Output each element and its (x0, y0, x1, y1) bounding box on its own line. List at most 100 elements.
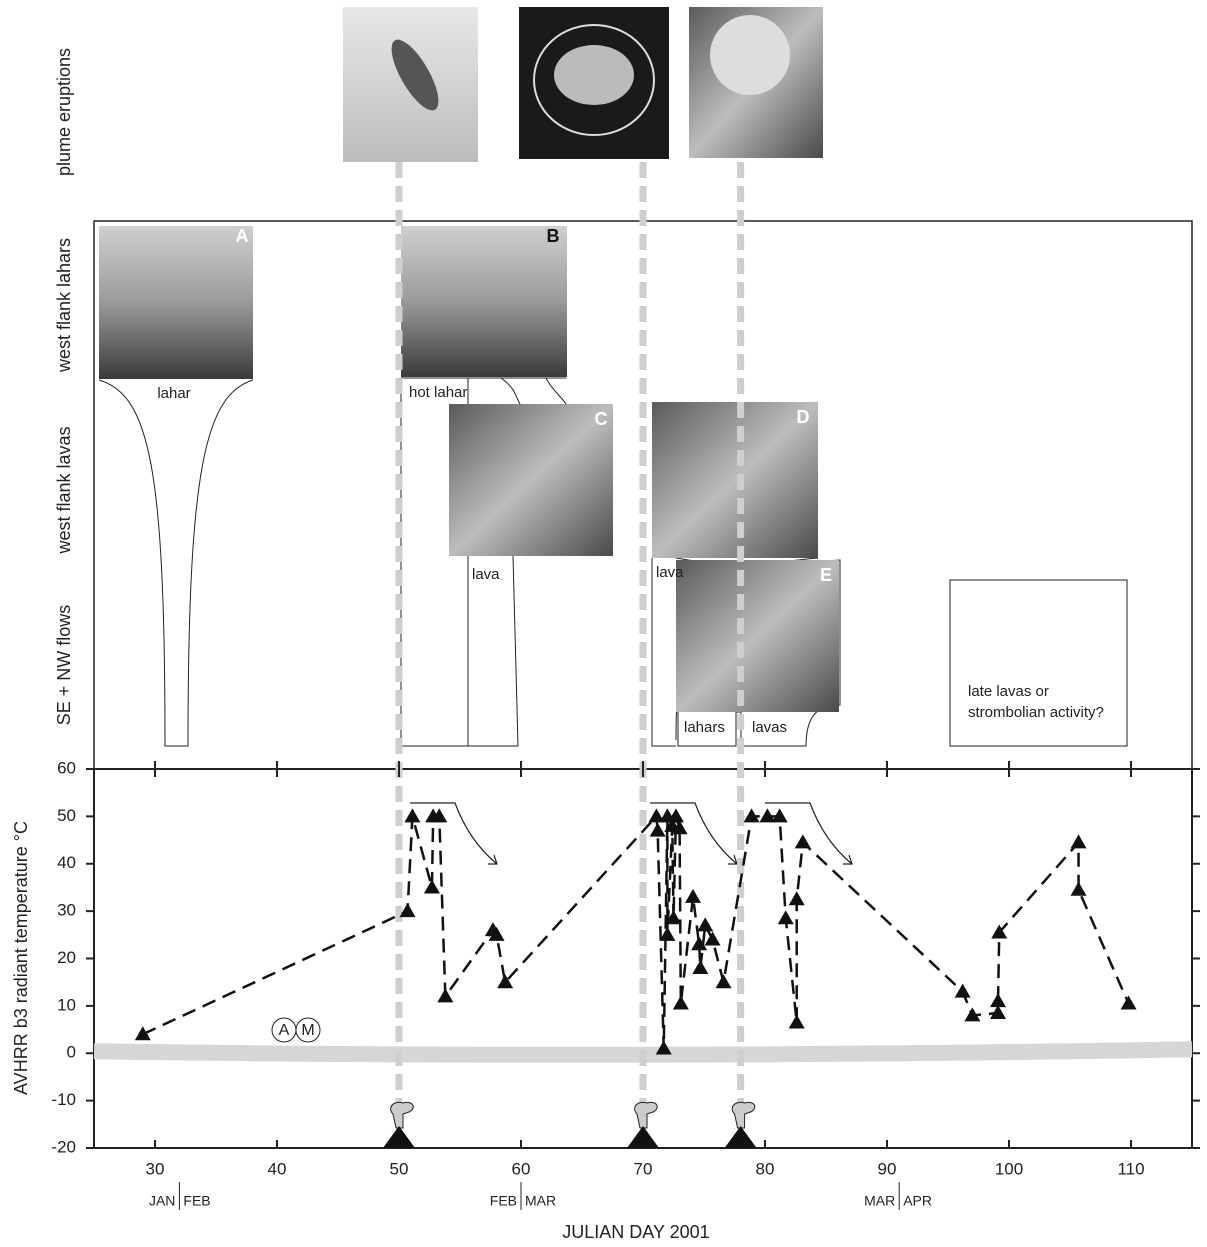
data-point (488, 926, 505, 941)
x-tick-label: 100 (995, 1159, 1023, 1178)
data-point (648, 808, 665, 823)
x-tick-label: 50 (390, 1159, 409, 1178)
data-point (437, 988, 454, 1003)
eruption-plume (390, 1101, 414, 1129)
plume-shape (710, 15, 790, 95)
month-label: JAN (149, 1193, 175, 1209)
y-tick-label: 10 (57, 995, 76, 1014)
x-tick-label: 70 (634, 1159, 653, 1178)
eruption-marker (627, 1126, 659, 1148)
annotation: A (279, 1022, 290, 1039)
y-tick-label: -10 (51, 1090, 76, 1109)
photo (99, 226, 253, 379)
flow-label: lahars (684, 719, 725, 736)
data-point (715, 974, 732, 989)
data-point (704, 931, 721, 946)
plume-shape (391, 39, 439, 111)
x-axis-label: JULIAN DAY 2001 (562, 1222, 709, 1242)
data-point (655, 1040, 672, 1055)
flow-label: lavas (752, 719, 787, 736)
x-tick-label: 60 (512, 1159, 531, 1178)
trend-arrows (410, 802, 853, 865)
lava-shape (467, 555, 519, 747)
data-point (671, 820, 688, 835)
data-point (685, 888, 702, 903)
eruption-marker (724, 1126, 757, 1148)
plume-outline (533, 24, 655, 136)
row-label: plume eruptions (54, 48, 74, 176)
month-label: FEB (490, 1193, 517, 1209)
row-label: west flank lahars (54, 238, 74, 373)
month-label: MAR (864, 1193, 895, 1209)
data-point (692, 959, 709, 974)
eruption-plume (634, 1101, 658, 1129)
data-point (431, 808, 448, 823)
y-tick-label: 50 (57, 806, 76, 825)
row-label: west flank lavas (54, 426, 74, 554)
y-tick-label: 20 (57, 948, 76, 967)
data-point (954, 983, 971, 998)
plume-shape (554, 45, 634, 105)
photo-label: B (547, 226, 560, 246)
data-point (134, 1026, 151, 1041)
eruption-plume (731, 1101, 756, 1129)
flow-label: lava (472, 566, 500, 583)
y-tick-label: -20 (51, 1137, 76, 1156)
x-tick-label: 30 (146, 1159, 165, 1178)
data-point (759, 808, 776, 823)
data-point (788, 891, 805, 906)
data-point (665, 910, 682, 925)
y-tick-label: 40 (57, 853, 76, 872)
flow-label: lava (656, 564, 684, 581)
data-point (423, 879, 440, 894)
photo (449, 404, 613, 556)
data-point (991, 924, 1008, 939)
y-tick-label: 60 (57, 758, 76, 777)
row-label: SE + NW flows (54, 605, 74, 726)
photo (652, 402, 818, 558)
data-point (743, 808, 760, 823)
flow-label: lahar (157, 385, 190, 402)
flow-label: late lavas or (968, 683, 1049, 700)
data-point (771, 808, 788, 823)
data-point (672, 995, 689, 1010)
x-tick-label: 40 (268, 1159, 287, 1178)
photo-label: E (820, 565, 832, 585)
data-point (497, 974, 514, 989)
data-point (777, 910, 794, 925)
lahar-shape (98, 379, 254, 747)
data-point (788, 1014, 805, 1029)
data-point (399, 903, 416, 918)
data-point (1120, 995, 1137, 1010)
photo (401, 226, 567, 377)
data-point (404, 808, 421, 823)
annotation: M (301, 1022, 314, 1039)
y-axis-label: AVHRR b3 radiant temperature °C (11, 821, 31, 1095)
y-tick-label: 30 (57, 901, 76, 920)
flow-label: strombolian activity? (968, 704, 1104, 721)
month-label: FEB (183, 1193, 210, 1209)
data-point (1070, 834, 1087, 849)
data-point (1070, 881, 1087, 896)
photo-label: A (236, 226, 249, 246)
annotation-circle (295, 1017, 321, 1043)
data-point (667, 808, 684, 823)
data-point (691, 936, 708, 951)
data-point (649, 822, 666, 837)
month-label: MAR (525, 1193, 556, 1209)
late-lava-box (949, 579, 1128, 747)
photo-label: D (797, 407, 810, 427)
photo (676, 560, 839, 712)
y-tick-label: 0 (67, 1043, 76, 1062)
eruption-marker (383, 1126, 415, 1148)
photo-label: C (595, 409, 608, 429)
x-tick-label: 90 (878, 1159, 897, 1178)
x-tick-label: 80 (756, 1159, 775, 1178)
data-line (142, 813, 1130, 1049)
month-label: APR (903, 1193, 932, 1209)
data-point (794, 834, 811, 849)
data-point (659, 926, 676, 941)
data-point (990, 993, 1007, 1008)
data-point (990, 1004, 1007, 1019)
